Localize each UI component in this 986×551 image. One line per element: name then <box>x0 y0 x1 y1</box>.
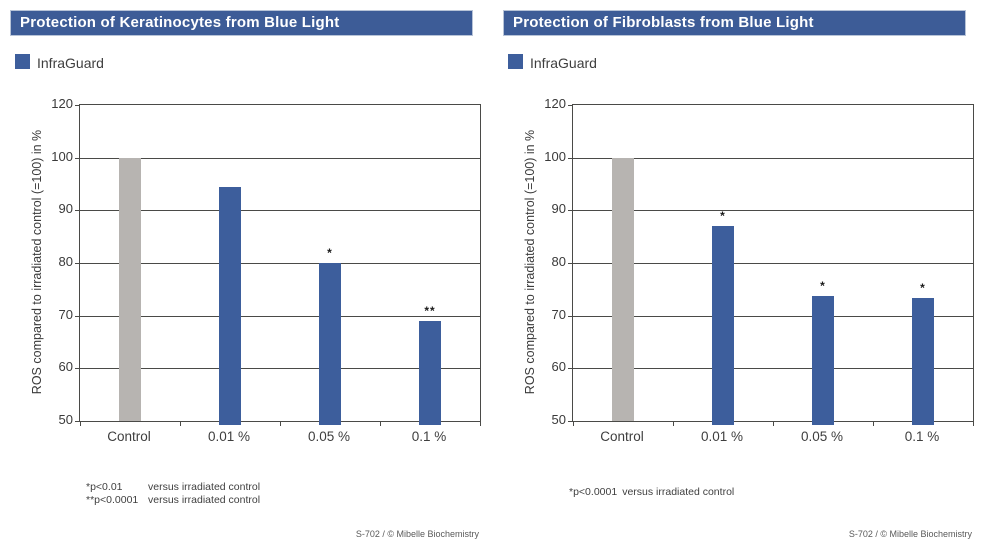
y-tick-mark <box>568 368 572 369</box>
footnote-row: *p<0.0001 versus irradiated control <box>569 486 734 499</box>
y-tick-mark <box>75 263 79 264</box>
x-tick-mark <box>873 421 874 426</box>
bar <box>612 158 634 421</box>
plot-area: *** <box>75 104 481 426</box>
y-tick-label: 70 <box>551 307 566 322</box>
y-tick-label: 80 <box>58 254 73 269</box>
y-tick-label: 120 <box>544 96 566 111</box>
y-tick-label: 60 <box>58 359 73 374</box>
x-tick-mark <box>573 421 574 426</box>
footnote-text: versus irradiated control <box>148 481 261 493</box>
bar <box>712 226 734 425</box>
y-tick-mark <box>75 316 79 317</box>
x-tick-mark <box>773 421 774 426</box>
y-tick-label: 90 <box>58 201 73 216</box>
y-tick-mark <box>568 316 572 317</box>
y-tick-mark <box>75 368 79 369</box>
chart-title-bar: Protection of Keratinocytes from Blue Li… <box>10 10 473 36</box>
significance-footnotes: *p<0.01 versus irradiated control **p<0.00… <box>86 481 260 506</box>
bar <box>912 298 934 425</box>
bar <box>119 158 141 421</box>
footnote-row: **p<0.0001 versus irradiated control <box>86 494 260 507</box>
fibroblasts-chart-panel: Protection of Fibroblasts from Blue Ligh… <box>493 0 986 551</box>
y-tick-mark <box>75 158 79 159</box>
x-tick-mark <box>280 421 281 426</box>
x-axis-category-label: 0.1 % <box>411 429 447 444</box>
bar <box>319 263 341 425</box>
gridline <box>80 368 480 369</box>
y-tick-mark <box>568 210 572 211</box>
footnote-row: *p<0.01 versus irradiated control <box>86 481 260 494</box>
gridline <box>573 210 973 211</box>
x-axis-category-label: 0.01 % <box>700 429 744 444</box>
x-axis-labels: Control 0.01 % 0.05 % 0.1 % <box>572 429 972 447</box>
significance-marker: * <box>720 209 726 223</box>
keratinocytes-chart-panel: Protection of Keratinocytes from Blue Li… <box>10 10 481 539</box>
chart-title: Protection of Keratinocytes from Blue Li… <box>20 14 340 31</box>
x-axis-category-label: 0.05 % <box>800 429 844 444</box>
y-axis-tick-labels: 120 100 90 80 70 60 50 <box>37 96 73 427</box>
gridline <box>573 316 973 317</box>
y-tick-mark <box>568 158 572 159</box>
footnote-marker: *p<0.0001 <box>569 486 618 498</box>
source-attribution: S-702 / © Mibelle Biochemistry <box>355 529 479 539</box>
gridline <box>80 263 480 264</box>
y-tick-label: 50 <box>551 412 566 427</box>
y-tick-label: 50 <box>58 412 73 427</box>
y-tick-label: 80 <box>551 254 566 269</box>
chart-title-bar: Protection of Fibroblasts from Blue Ligh… <box>503 10 966 36</box>
legend-label: InfraGuard <box>37 55 104 71</box>
gridline <box>573 368 973 369</box>
x-tick-mark <box>973 421 974 426</box>
x-axis-category-label: Control <box>600 429 644 444</box>
y-tick-mark <box>568 105 572 106</box>
y-tick-label: 120 <box>51 96 73 111</box>
x-tick-mark <box>80 421 81 426</box>
x-tick-mark <box>673 421 674 426</box>
y-tick-mark <box>75 210 79 211</box>
gridline <box>80 210 480 211</box>
footnote-marker: **p<0.0001 <box>86 493 139 506</box>
x-axis-category-label: 0.1 % <box>904 429 940 444</box>
legend-swatch-icon <box>15 54 30 69</box>
x-tick-mark <box>480 421 481 426</box>
y-tick-label: 90 <box>551 201 566 216</box>
significance-marker: ** <box>424 304 436 318</box>
bar <box>812 296 834 425</box>
legend-label: InfraGuard <box>530 55 597 71</box>
y-tick-mark <box>568 421 572 422</box>
y-tick-label: 100 <box>544 149 566 164</box>
y-tick-label: 100 <box>51 149 73 164</box>
x-axis-category-label: 0.05 % <box>307 429 351 444</box>
footnote-text: versus irradiated control <box>148 493 261 506</box>
gridline <box>80 316 480 317</box>
plot-area: * * * <box>568 104 974 426</box>
y-tick-label: 70 <box>58 307 73 322</box>
footnote-text: versus irradiated control <box>622 486 735 498</box>
significance-footnotes: *p<0.0001 versus irradiated control <box>569 486 734 499</box>
significance-marker: * <box>327 246 333 260</box>
bar <box>219 187 241 425</box>
y-tick-label: 60 <box>551 359 566 374</box>
gridline <box>573 158 973 159</box>
footnote-marker: *p<0.01 <box>86 481 123 493</box>
y-axis-tick-labels: 120 100 90 80 70 60 50 <box>530 96 566 427</box>
gridline <box>80 158 480 159</box>
chart-title: Protection of Fibroblasts from Blue Ligh… <box>513 14 814 31</box>
x-tick-mark <box>180 421 181 426</box>
x-tick-mark <box>380 421 381 426</box>
significance-marker: * <box>920 281 926 295</box>
legend-swatch-icon <box>508 54 523 69</box>
gridline <box>573 263 973 264</box>
x-axis-category-label: Control <box>107 429 151 444</box>
x-axis-category-label: 0.01 % <box>207 429 251 444</box>
x-axis-labels: Control 0.01 % 0.05 % 0.1 % <box>79 429 479 447</box>
y-tick-mark <box>75 421 79 422</box>
source-attribution: S-702 / © Mibelle Biochemistry <box>848 529 972 539</box>
bar <box>419 321 441 425</box>
significance-marker: * <box>820 279 826 293</box>
y-tick-mark <box>568 263 572 264</box>
y-tick-mark <box>75 105 79 106</box>
